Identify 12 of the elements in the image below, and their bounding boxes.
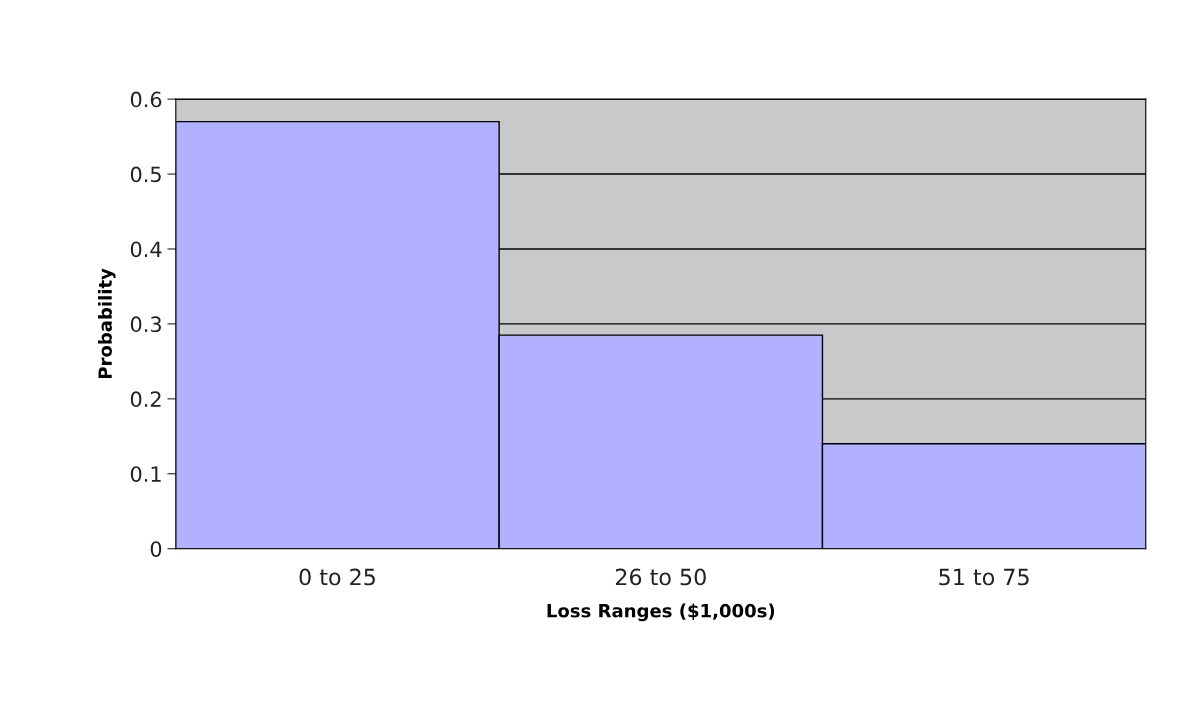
- y-tick-label: 0.5: [130, 166, 161, 183]
- y-tick-label: 0: [150, 541, 162, 557]
- x-tick-label: 0 to 25: [299, 568, 375, 586]
- x-tick-label: 26 to 50: [615, 568, 706, 586]
- x-tick-label: 51 to 75: [939, 568, 1029, 586]
- y-tick-label: 0.4: [130, 241, 162, 258]
- y-axis-title: Probability: [97, 268, 116, 379]
- x-axis-title: Loss Ranges ($1,000s): [547, 603, 775, 622]
- y-tick-label: 0.1: [130, 466, 161, 482]
- y-tick-label: 0.3: [130, 316, 161, 333]
- y-tick-label: 0.2: [130, 391, 161, 408]
- y-tick-label: 0.6: [130, 91, 162, 108]
